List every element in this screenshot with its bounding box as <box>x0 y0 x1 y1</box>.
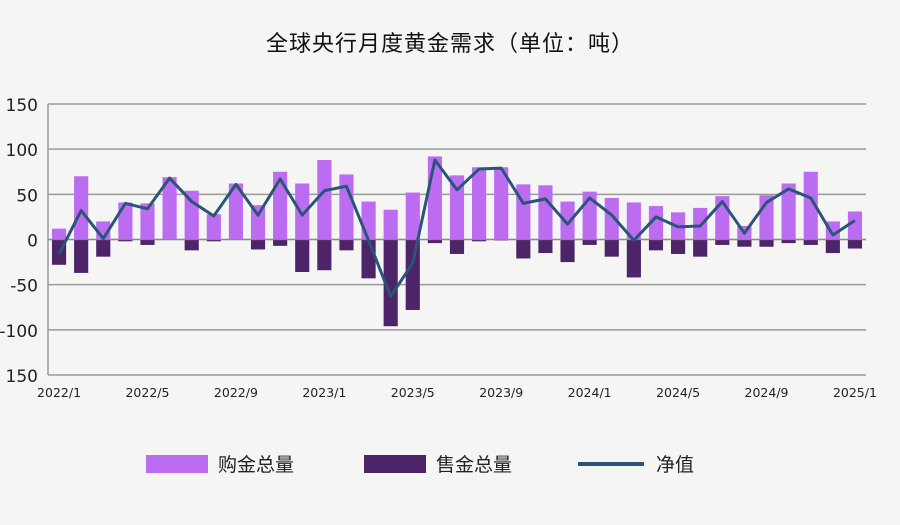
legend-swatch-sell <box>364 454 426 473</box>
bar-sell <box>339 239 354 251</box>
bar-sell <box>118 239 133 242</box>
legend-swatch-buy <box>146 454 208 473</box>
bar-sell <box>361 239 376 279</box>
bar-sell <box>317 239 332 271</box>
bar-buy <box>383 209 398 240</box>
y-tick-label: -100 <box>0 322 38 342</box>
legend-label-net: 净值 <box>656 454 695 476</box>
bar-buy <box>847 211 863 240</box>
legend-label-buy: 购金总量 <box>218 454 295 476</box>
bar-sell <box>538 239 553 254</box>
legend-swatch-net <box>578 461 644 466</box>
bar-sell <box>427 239 442 244</box>
bar-sell <box>648 239 664 251</box>
bar-buy <box>604 197 619 240</box>
bar-buy <box>206 214 221 240</box>
bar-buy <box>51 228 67 240</box>
bar-buy <box>648 206 664 240</box>
legend-label-sell: 售金总量 <box>436 454 513 476</box>
bar-buy <box>494 167 509 240</box>
bar-buy <box>140 203 155 240</box>
bar-sell <box>604 239 619 257</box>
bar-buy <box>405 192 420 240</box>
bar-buy <box>449 175 465 240</box>
x-tick-label: 2023/1 <box>302 385 346 400</box>
legend-item-sell: 售金总量 <box>364 450 512 477</box>
x-tick-label: 2022/1 <box>37 385 81 400</box>
bar-buy <box>825 221 840 240</box>
bar-buy <box>250 205 266 240</box>
legend-item-net: 净值 <box>578 450 694 477</box>
bar-sell <box>206 239 221 242</box>
bar-buy <box>693 207 708 240</box>
x-tick-label: 2024/1 <box>568 385 612 400</box>
bar-sell <box>671 239 686 254</box>
y-tick-label: 50 <box>16 186 38 206</box>
bar-sell <box>693 239 708 257</box>
bar-sell <box>781 239 796 244</box>
bar-sell <box>140 239 155 245</box>
bar-sell <box>516 239 531 259</box>
bar-buy <box>626 202 641 240</box>
legend-item-buy: 购金总量 <box>146 450 294 477</box>
x-tick-label: 2023/9 <box>479 385 523 400</box>
bar-sell <box>626 239 641 278</box>
bar-sell <box>449 239 465 254</box>
x-tick-label: 2024/9 <box>745 385 789 400</box>
bar-buy <box>118 202 133 240</box>
y-tick-label: 100 <box>6 141 38 161</box>
bar-buy <box>472 167 487 240</box>
x-tick-label: 2024/5 <box>656 385 700 400</box>
y-tick-label: -50 <box>10 277 38 297</box>
chart-title: 全球央行月度黄金需求（单位：吨） <box>265 32 634 57</box>
bar-sell <box>582 239 597 245</box>
bar-buy <box>339 174 354 240</box>
bar-sell <box>715 239 730 245</box>
bar-buy <box>803 171 818 240</box>
y-tick-label: 150 <box>6 367 38 387</box>
x-tick-label: 2025/1 <box>833 385 877 400</box>
bar-buy <box>538 185 553 240</box>
bar-sell <box>803 239 818 245</box>
bar-sell <box>383 239 398 327</box>
x-tick-label: 2023/5 <box>391 385 435 400</box>
bar-buy <box>781 183 796 240</box>
bar-sell <box>184 239 199 251</box>
bar-buy <box>361 201 376 240</box>
bar-buy <box>162 177 177 240</box>
bar-buy <box>228 183 243 240</box>
bar-buy <box>560 201 575 240</box>
bar-sell <box>825 239 840 254</box>
bar-sell <box>74 239 89 273</box>
bar-sell <box>273 239 288 246</box>
bar-buy <box>273 171 288 240</box>
bar-sell <box>472 239 487 242</box>
bar-sell <box>737 239 752 247</box>
bar-sell <box>560 239 575 263</box>
bar-sell <box>405 239 420 310</box>
bar-sell <box>759 239 774 247</box>
bar-buy <box>317 160 332 240</box>
bar-buy <box>295 183 310 240</box>
y-tick-label: 150 <box>6 96 38 116</box>
bar-sell <box>250 239 266 250</box>
bar-sell <box>96 239 111 257</box>
bar-buy <box>74 176 89 240</box>
bar-sell <box>295 239 310 273</box>
bar-sell <box>847 239 863 249</box>
x-tick-label: 2022/5 <box>125 385 169 400</box>
x-tick-label: 2022/9 <box>214 385 258 400</box>
y-tick-label: 0 <box>27 232 38 252</box>
